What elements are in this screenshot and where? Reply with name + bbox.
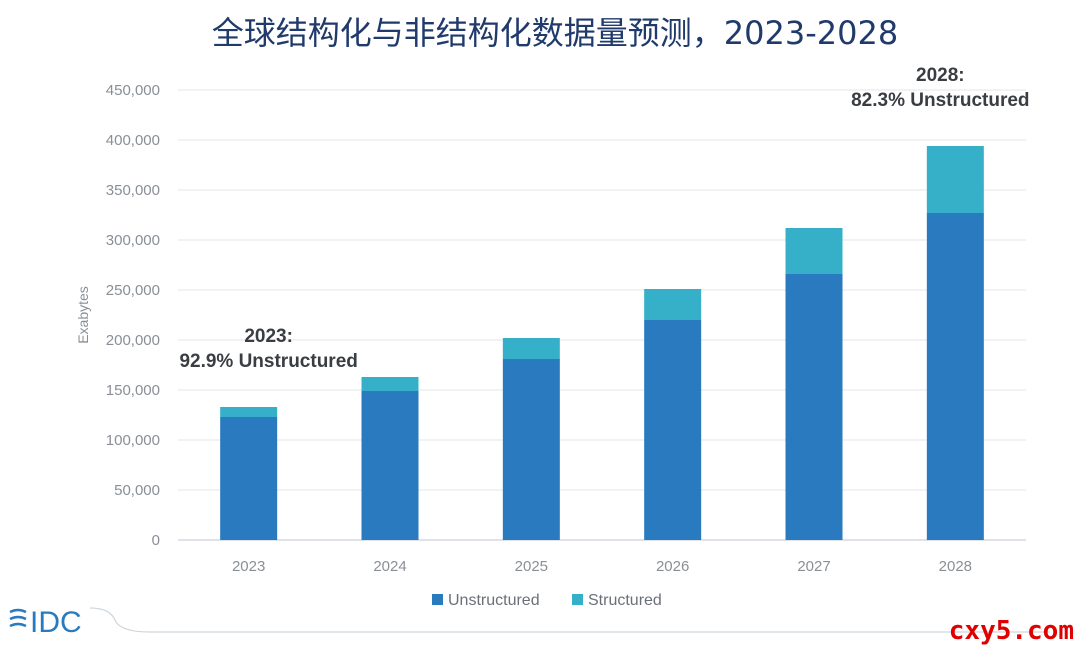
y-tick-label: 200,000: [106, 332, 160, 349]
bar-unstructured-2028: [926, 213, 984, 540]
chart-title: 全球结构化与非结构化数据量预测，2023-2028: [211, 14, 899, 52]
idc-logo: IDC: [9, 606, 82, 639]
x-tick-label: 2028: [939, 558, 972, 575]
bar-unstructured-2023: [220, 417, 278, 540]
x-tick-label: 2024: [373, 558, 406, 575]
bar-structured-2023: [220, 407, 278, 417]
bar-structured-2026: [644, 289, 702, 320]
logo-text: IDC: [30, 606, 82, 639]
annotation-year: 2028:: [916, 65, 965, 86]
x-tick-label: 2027: [797, 558, 830, 575]
y-tick-label: 400,000: [106, 132, 160, 149]
y-axis-label: Exabytes: [75, 286, 91, 344]
bar-unstructured-2027: [785, 274, 843, 540]
watermark: cxy5.com: [948, 616, 1074, 646]
y-tick-label: 450,000: [106, 82, 160, 99]
bar-unstructured-2024: [361, 391, 419, 540]
legend-label-unstructured: Unstructured: [448, 592, 540, 609]
bar-structured-2027: [785, 228, 843, 274]
y-tick-label: 100,000: [106, 432, 160, 449]
y-tick-label: 50,000: [114, 482, 160, 499]
annotation-share: 82.3% Unstructured: [851, 90, 1029, 111]
bar-unstructured-2025: [502, 359, 560, 540]
legend-swatch-structured: [572, 594, 583, 605]
legend-swatch-unstructured: [432, 594, 443, 605]
bar-structured-2024: [361, 377, 419, 391]
bar-structured-2025: [502, 338, 560, 359]
bar-unstructured-2026: [644, 320, 702, 540]
y-tick-label: 150,000: [106, 382, 160, 399]
x-tick-label: 2026: [656, 558, 689, 575]
bar-structured-2028: [926, 146, 984, 213]
y-tick-label: 250,000: [106, 282, 160, 299]
annotation-share: 92.9% Unstructured: [179, 351, 357, 372]
y-tick-label: 0: [152, 532, 160, 549]
annotation-year: 2023:: [244, 326, 293, 347]
footer-swoosh: [90, 607, 1050, 633]
y-tick-label: 350,000: [106, 182, 160, 199]
legend-label-structured: Structured: [588, 592, 662, 609]
y-tick-label: 300,000: [106, 232, 160, 249]
x-tick-label: 2023: [232, 558, 265, 575]
x-tick-label: 2025: [515, 558, 548, 575]
